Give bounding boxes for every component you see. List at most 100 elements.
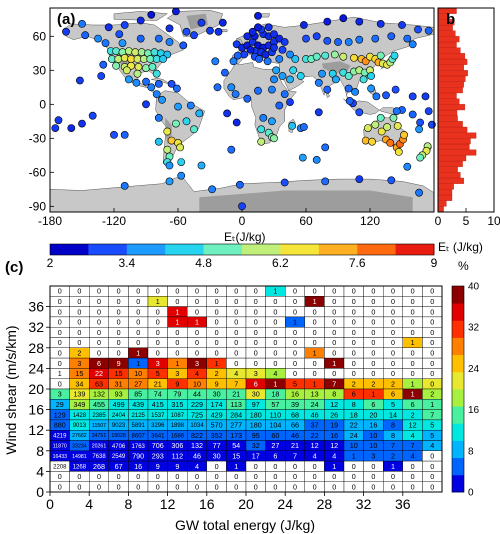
station-point <box>190 31 198 40</box>
heatmap-count-label: 0 <box>175 287 179 296</box>
heatmap-count-label: 0 <box>411 287 415 296</box>
histogram-bar <box>437 115 458 122</box>
map-xtick-label: -120 <box>102 214 126 228</box>
heatmap-count-label: 2 <box>430 390 434 399</box>
heatmap-count-label: 10 <box>369 441 377 450</box>
heatmap-count-label: 0 <box>97 349 101 358</box>
heatmap-count-label: 0 <box>293 472 297 481</box>
heatmap-count-label: 12 <box>330 441 338 450</box>
heatmap-count-label: 0 <box>58 318 62 327</box>
station-point <box>415 188 423 197</box>
heatmap-ytick-label: 8 <box>36 443 44 459</box>
map-colorbar-segment <box>126 244 166 255</box>
station-point <box>408 40 417 49</box>
station-point <box>120 54 129 62</box>
heatmap-count-label: 0 <box>117 287 121 296</box>
heatmap-count-label: 0 <box>313 369 317 378</box>
heatmap-count-label: 1 <box>175 359 179 368</box>
heatmap-count-label: 725 <box>191 410 203 419</box>
station-point <box>291 55 300 63</box>
heatmap-count-label: 0 <box>215 338 219 347</box>
station-point <box>223 109 231 118</box>
heatmap-count-label: 0 <box>430 307 434 316</box>
heatmap-count-label: 2404 <box>112 413 126 419</box>
station-point <box>147 83 156 92</box>
heatmap-count-label: 27682 <box>72 433 87 439</box>
station-point <box>372 92 381 101</box>
station-point <box>383 123 391 131</box>
heatmap-count-label: 9 <box>175 462 179 471</box>
histogram-bar <box>437 64 464 71</box>
station-point <box>51 124 60 133</box>
heatmap-count-label: 15 <box>232 452 240 461</box>
heatmap-count-label: 0 <box>430 482 434 491</box>
heatmap-count-label: 1763 <box>132 444 146 450</box>
heatmap-count-label: 0 <box>391 318 395 327</box>
station-point <box>94 34 102 43</box>
heatmap-count-label: 7 <box>293 452 297 461</box>
heatmap-count-label: 0 <box>156 328 160 337</box>
heatmap-count-label: 0 <box>273 462 277 471</box>
heatmap-count-label: 0 <box>215 472 219 481</box>
heatmap-count-label: 1 <box>136 349 140 358</box>
station-point <box>211 57 220 66</box>
heatmap-count-label: 0 <box>313 307 317 316</box>
station-point <box>334 38 342 46</box>
station-point <box>238 202 246 211</box>
heatmap-count-label: 0 <box>391 472 395 481</box>
heatmap-count-label: 0 <box>391 287 395 296</box>
heatmap-count-label: 0 <box>117 338 121 347</box>
station-point <box>299 123 308 131</box>
heatmap-ytick-label: 28 <box>28 340 44 356</box>
heatmap-ytick-label: 36 <box>28 299 44 315</box>
heatmap-count-label: 0 <box>371 328 375 337</box>
heatmap-count-label: 39 <box>291 400 299 409</box>
heatmap-count-label: 9 <box>215 379 219 388</box>
heatmap-count-label: 27 <box>134 379 142 388</box>
heatmap-count-label: 0 <box>58 379 62 388</box>
heatmap-count-label: 0 <box>332 328 336 337</box>
heatmap-count-label: 29 <box>56 400 64 409</box>
heatmap-count-label: 8 <box>391 431 395 440</box>
histogram-bar <box>437 138 471 145</box>
heatmap-count-label: 0 <box>234 349 238 358</box>
heatmap-count-label: 0 <box>332 482 336 491</box>
station-point <box>150 48 159 57</box>
heatmap-count-label: 0 <box>430 369 434 378</box>
histogram-bar <box>437 47 461 54</box>
heatmap-count-label: 77 <box>213 441 221 450</box>
heatmap-ytick-label: 0 <box>36 484 44 500</box>
heatmap-count-label: 0 <box>254 359 258 368</box>
map-xtick-label: 0 <box>239 214 246 228</box>
heatmap-count-label: 2549 <box>112 454 126 460</box>
heatmap-count-label: 0 <box>293 349 297 358</box>
panel-label-b: b <box>446 11 455 28</box>
heatmap-count-label: 0 <box>97 482 101 491</box>
heatmap-colorbar-segment <box>452 474 464 493</box>
heatmap-count-label: 1 <box>391 462 395 471</box>
station-point <box>415 125 423 134</box>
heatmap-count-label: 0 <box>352 297 356 306</box>
topography-antarctic-plateau <box>199 190 413 212</box>
heatmap-count-label: 60 <box>271 431 279 440</box>
heatmap-count-label: 268 <box>93 462 105 471</box>
station-point <box>120 21 129 29</box>
heatmap-count-label: 30 <box>213 390 221 399</box>
histogram-bar <box>437 189 453 196</box>
heatmap-count-label: 9023 <box>112 423 126 429</box>
station-point <box>424 26 433 35</box>
station-point <box>167 80 176 88</box>
heatmap-count-label: 0 <box>156 472 160 481</box>
heatmap-colorbar-tick: 32 <box>468 323 480 334</box>
heatmap-count-label: 10 <box>134 369 142 378</box>
heatmap-count-label: 3 <box>195 359 199 368</box>
heatmap-count-label: 0 <box>117 472 121 481</box>
station-point <box>403 34 412 43</box>
station-point <box>99 60 108 69</box>
heatmap-count-label: 0 <box>293 462 297 471</box>
heatmap-count-label: 0 <box>430 338 434 347</box>
histogram-bar <box>437 36 460 43</box>
heatmap-count-label: 229 <box>191 400 203 409</box>
station-point <box>172 84 181 93</box>
heatmap-ytick-label: 4 <box>36 463 44 479</box>
